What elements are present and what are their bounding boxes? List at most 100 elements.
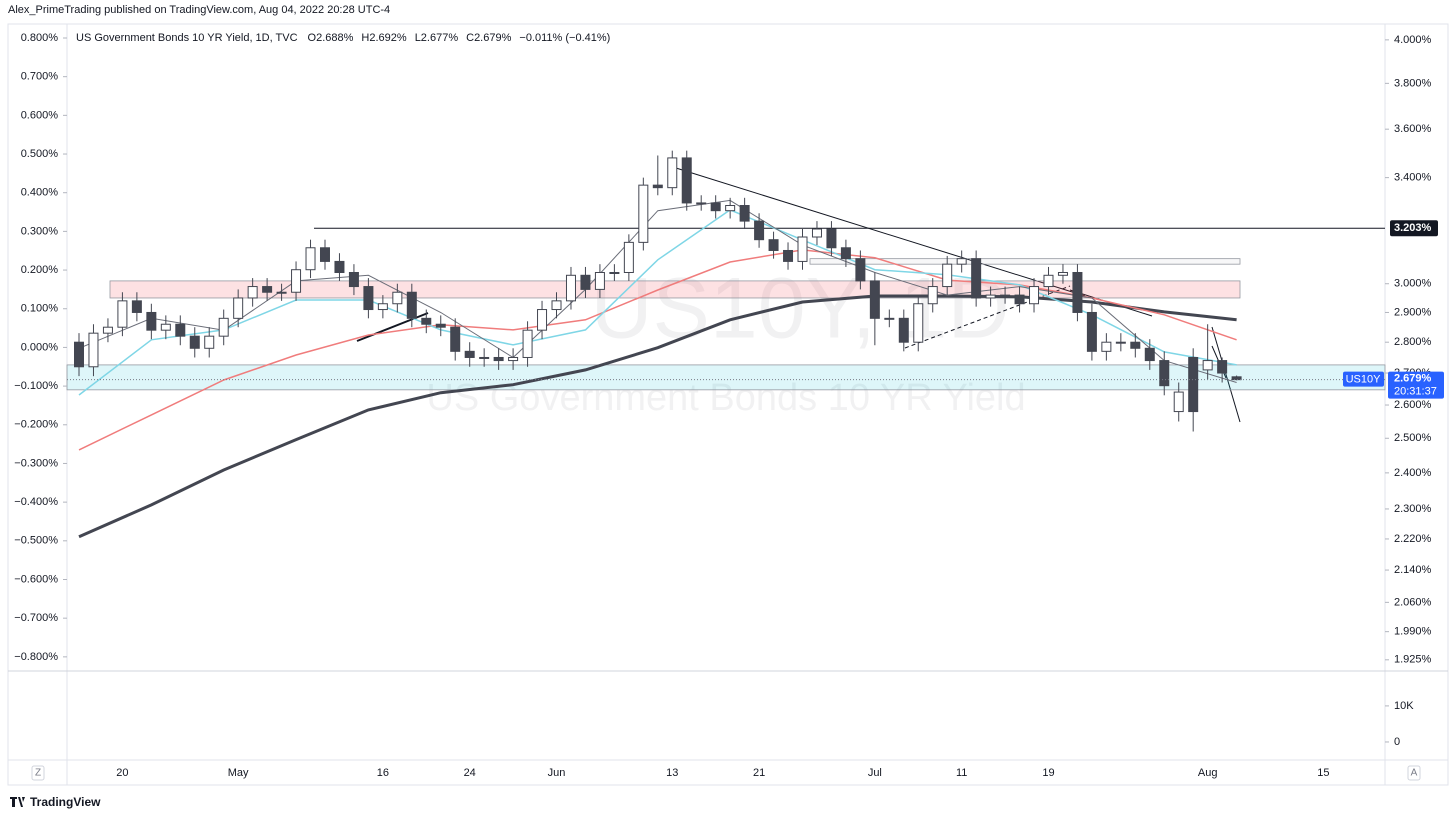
y-tick-label: 2.900%: [1394, 306, 1432, 318]
y-tick-label: 3.800%: [1394, 77, 1432, 89]
candle-body: [233, 297, 244, 319]
y2-tick-label: −0.700%: [14, 612, 58, 624]
candle-body: [855, 258, 866, 282]
x-tick-label: Jun: [548, 767, 566, 779]
legend-value: C2.679%: [466, 32, 511, 44]
y2-tick-label: 0.300%: [21, 225, 59, 237]
zoom-button-label[interactable]: Z: [35, 768, 41, 779]
auto-scale-button[interactable]: [1407, 765, 1421, 781]
candle-body: [1057, 271, 1068, 276]
x-tick-label: 11: [956, 767, 967, 779]
candle-body: [88, 332, 99, 368]
candle-body: [956, 258, 967, 265]
price-tag: [1388, 371, 1444, 399]
candle-body: [1217, 360, 1228, 374]
candle-body: [725, 205, 736, 212]
candle-body: [1072, 271, 1083, 313]
y-tick-label: 2.600%: [1394, 399, 1432, 411]
symbol-tag-label: US10Y: [1346, 374, 1382, 386]
candle-body: [826, 228, 837, 249]
price-tag-countdown: 20:31:37: [1394, 386, 1437, 398]
trendline: [904, 285, 1071, 349]
chart-frame: [7, 23, 1449, 786]
y-tick-label: 3.400%: [1394, 172, 1432, 184]
candle-body: [1202, 360, 1213, 371]
candle-body: [102, 326, 113, 334]
candle-body: [450, 326, 461, 352]
y-tick-label: 1.990%: [1394, 626, 1432, 638]
candle-body: [435, 323, 446, 328]
watermark-symbol: US10Y, 1D: [590, 261, 1009, 357]
x-tick-label: 16: [377, 767, 389, 779]
legend-values: O2.688% H2.692% L2.677% C2.679% −0.011% (−0.…: [308, 32, 611, 44]
candle-body: [175, 323, 186, 337]
candle-body: [898, 317, 909, 343]
candle-body: [1101, 341, 1112, 352]
candle-body: [334, 260, 345, 273]
candle-body: [681, 157, 692, 204]
volume-tick-label: 0: [1394, 736, 1400, 748]
candle-body: [276, 291, 287, 294]
candle-body: [131, 300, 142, 313]
legend-value: L2.677%: [415, 32, 459, 44]
candle-body: [247, 286, 258, 299]
candle-body: [1159, 360, 1170, 387]
legend-value: −0.011% (−0.41%): [519, 32, 610, 44]
candle-body: [392, 291, 403, 305]
candle-body: [204, 335, 215, 349]
candle-body: [1231, 376, 1242, 381]
moving-average: [78, 199, 1237, 383]
y2-tick-label: 0.500%: [21, 148, 59, 160]
horizontal-line-tag: [1390, 220, 1438, 237]
candle-body: [1130, 341, 1141, 349]
y-tick-label: 2.800%: [1394, 336, 1432, 348]
legend-value: H2.692%: [361, 32, 406, 44]
x-tick-label: Aug: [1198, 767, 1218, 779]
price-tag-label: 2.679%: [1394, 373, 1432, 385]
x-tick-label: May: [228, 767, 249, 779]
candle-body: [1144, 347, 1155, 362]
y2-tick-label: −0.100%: [14, 380, 58, 392]
auto-scale-button-label[interactable]: A: [1411, 768, 1418, 779]
y-tick-label: 1.925%: [1394, 654, 1432, 666]
candle-body: [262, 286, 273, 293]
y2-tick-label: 0.400%: [21, 187, 59, 199]
x-tick-label: Jul: [868, 767, 882, 779]
candle-body: [797, 236, 808, 262]
y-tick-label: 2.500%: [1394, 432, 1432, 444]
candle-body: [522, 329, 533, 358]
candle-body: [768, 239, 779, 251]
candle-body: [985, 294, 996, 299]
candle-body: [971, 258, 982, 299]
y-tick-label: 3.000%: [1394, 278, 1432, 290]
candle-body: [406, 291, 417, 319]
trendline: [675, 167, 1086, 297]
candle-body: [696, 202, 707, 205]
candle-body: [565, 274, 576, 302]
candle-body: [927, 286, 938, 305]
candle-body: [305, 247, 316, 271]
y2-tick-label: −0.400%: [14, 496, 58, 508]
candle-body: [479, 356, 490, 359]
x-tick-label: 24: [464, 767, 476, 779]
candle-body: [884, 317, 895, 320]
candle-body: [811, 228, 822, 238]
legend-value: O2.688%: [308, 32, 354, 44]
x-tick-label: 20: [116, 767, 128, 779]
y2-tick-label: −0.300%: [14, 457, 58, 469]
y2-tick-label: 0.100%: [21, 303, 59, 315]
price-zone: [809, 258, 1241, 265]
y2-tick-label: 0.000%: [21, 341, 59, 353]
candle-body: [667, 157, 678, 189]
zoom-button[interactable]: [31, 765, 45, 781]
symbol-tag: [1343, 371, 1384, 387]
candle-body: [1115, 341, 1126, 344]
candle-body: [869, 280, 880, 319]
y-tick-label: 3.600%: [1394, 123, 1432, 135]
candle-body: [1086, 311, 1097, 352]
candle-body: [609, 271, 620, 274]
y2-tick-label: 0.800%: [21, 32, 59, 44]
trendlines: [356, 167, 1241, 423]
y-tick-label: 4.000%: [1394, 34, 1432, 46]
